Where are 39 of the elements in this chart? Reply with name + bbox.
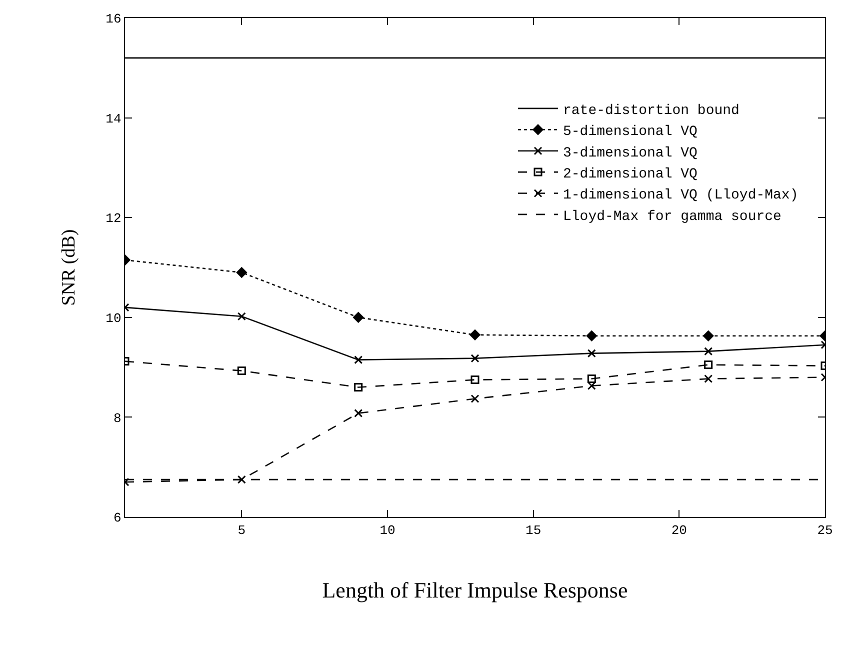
point [354,408,363,418]
point [586,330,597,342]
x-axis-title: Length of Filter Impulse Response [322,578,628,603]
point [587,349,596,358]
x-tick-label: 5 [238,522,246,538]
y-tick-label: 10 [106,310,122,326]
legend-label: Lloyd-Max for gamma source [563,208,782,225]
legend-label: 3-dimensional VQ [563,145,698,162]
legend-label: 1-dimensional VQ (Lloyd-Max) [563,188,798,204]
point [587,382,596,390]
point [470,354,480,363]
x-tick-label: 20 [671,522,687,538]
point [237,366,246,376]
y-axis-title: SNR (dB) [58,229,80,306]
y-tick-label: 12 [106,211,122,226]
x-tick-label: 10 [380,522,396,538]
legend-label: 5-dimensional VQ [563,124,698,140]
point [237,475,246,484]
point [470,330,480,340]
point [470,394,480,403]
point [354,356,363,364]
point [587,374,596,384]
legend-label: 2-dimensional VQ [563,166,698,183]
y-tick-label: 16 [106,12,122,27]
point [704,347,713,356]
y-tick-label: 8 [113,410,122,426]
point [237,312,246,321]
point [703,330,714,342]
y-tick-label: 6 [113,510,122,526]
point [236,267,247,278]
point [354,383,363,392]
x-tick-label: 25 [817,522,833,538]
y-tick-label: 14 [106,111,122,126]
legend-label: rate-distortion bound [563,102,740,119]
x-tick-label: 15 [526,522,542,538]
point [704,360,713,370]
point [470,376,480,384]
point [353,312,364,323]
point [704,374,713,384]
